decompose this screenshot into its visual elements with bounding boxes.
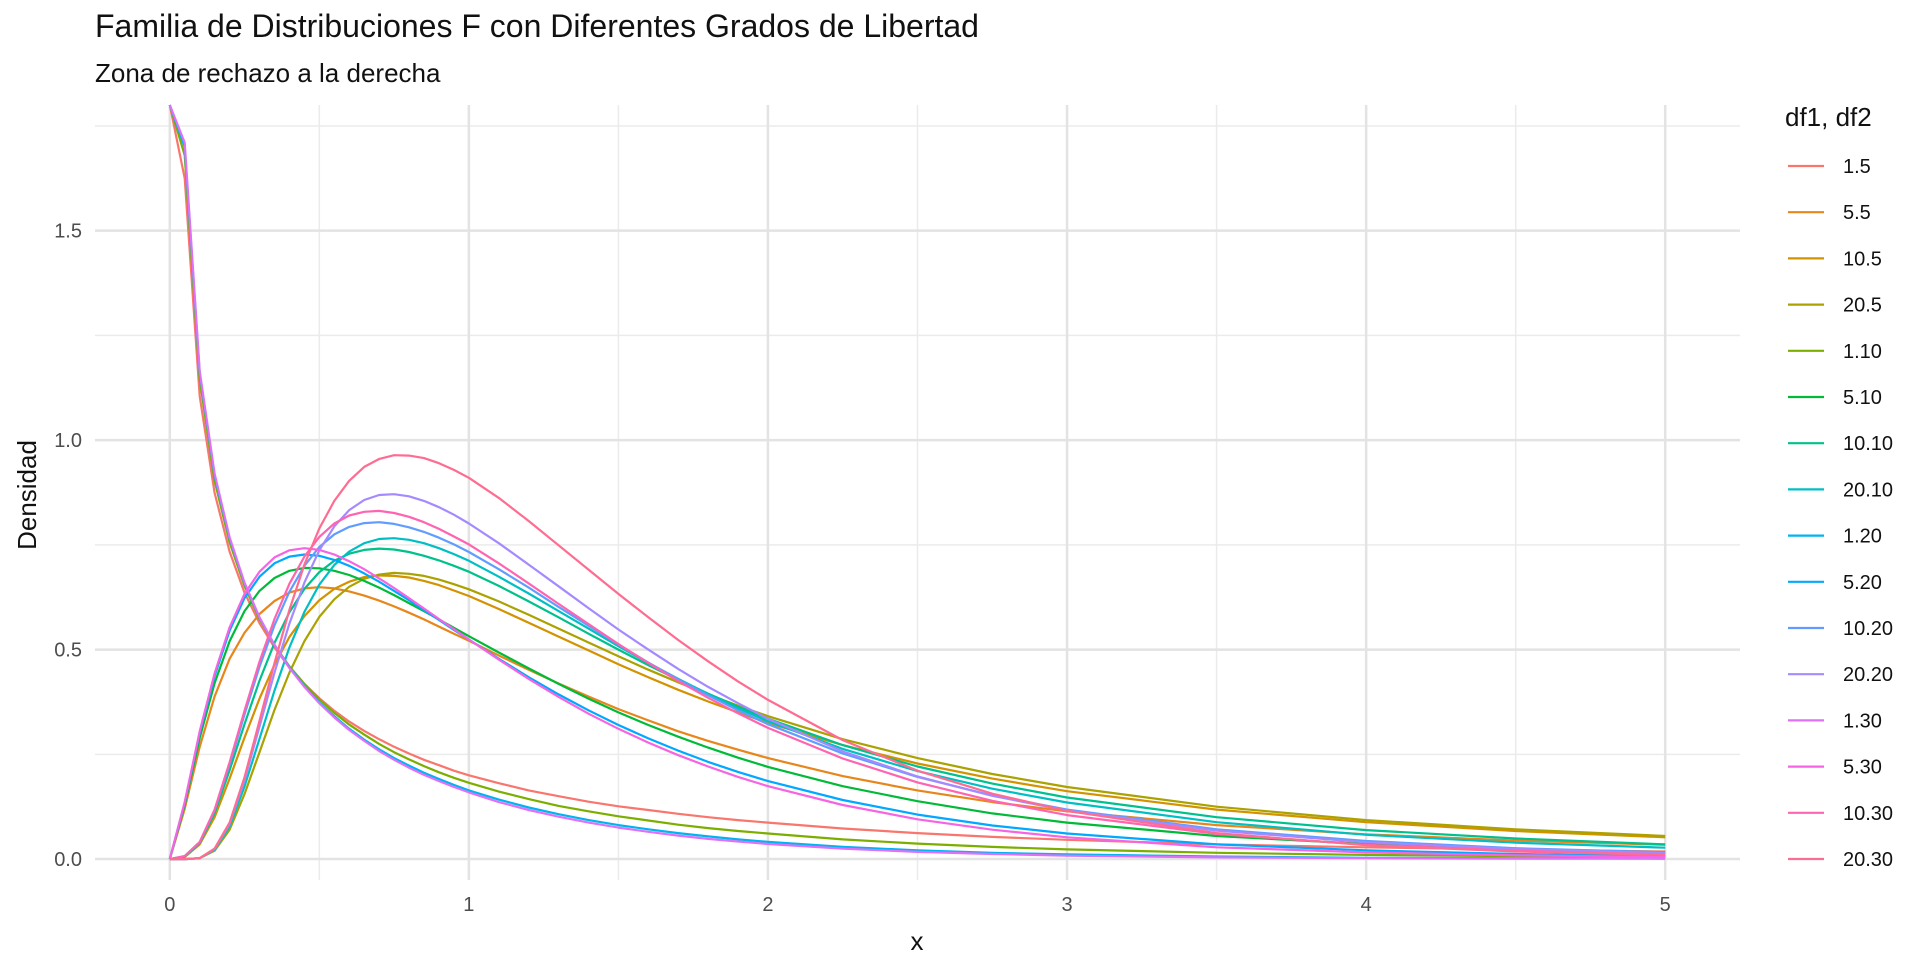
legend-label: 20.5 bbox=[1843, 295, 1882, 317]
legend-label: 10.30 bbox=[1843, 803, 1893, 825]
y-axis-ticks: 0.0 0.5 1.0 1.5 bbox=[54, 221, 82, 871]
legend-label: 20.30 bbox=[1843, 849, 1893, 871]
y-tick-label: 1.0 bbox=[54, 430, 82, 452]
x-tick-label: 0 bbox=[164, 894, 175, 916]
series-line-1-30 bbox=[168, 104, 1666, 860]
series-line-1-5 bbox=[168, 104, 1666, 853]
legend-label: 1.20 bbox=[1843, 526, 1882, 548]
legend-label: 5.20 bbox=[1843, 572, 1882, 594]
series-line-5-30 bbox=[168, 547, 1666, 860]
legend-label: 5.30 bbox=[1843, 757, 1882, 779]
legend-label: 1.5 bbox=[1843, 156, 1871, 178]
x-tick-label: 1 bbox=[463, 894, 474, 916]
series-line-20-5 bbox=[169, 571, 1666, 861]
x-axis-ticks: 0 1 2 3 4 5 bbox=[164, 894, 1671, 916]
series-line-5-5 bbox=[168, 586, 1666, 860]
series-line-20-20 bbox=[169, 493, 1666, 861]
x-tick-label: 5 bbox=[1660, 894, 1671, 916]
x-tick-label: 3 bbox=[1061, 894, 1072, 916]
legend-label: 5.5 bbox=[1843, 202, 1871, 224]
legend-label: 1.10 bbox=[1843, 341, 1882, 363]
y-tick-label: 0.0 bbox=[54, 849, 82, 871]
series-line-10-30 bbox=[169, 509, 1666, 861]
legend-label: 10.10 bbox=[1843, 433, 1893, 455]
legend-items: 1.5 5.5 10.5 20.5 1.10 5.10 10.10 20.10 1.20 5.20… bbox=[1788, 156, 1893, 871]
x-tick-label: 4 bbox=[1361, 894, 1372, 916]
legend-label: 20.10 bbox=[1843, 479, 1893, 501]
legend-label: 10.5 bbox=[1843, 248, 1882, 270]
series-lines bbox=[168, 104, 1666, 861]
y-tick-label: 1.5 bbox=[54, 221, 82, 243]
y-axis-title: Densidad bbox=[12, 440, 42, 550]
series-line-20-10 bbox=[169, 537, 1666, 861]
legend-label: 20.20 bbox=[1843, 664, 1893, 686]
series-line-20-30 bbox=[169, 454, 1666, 861]
legend-label: 1.30 bbox=[1843, 710, 1882, 732]
legend-label: 10.20 bbox=[1843, 618, 1893, 640]
legend: df1, df2 1.5 5.5 10.5 20.5 1.10 5.10 10.10 20.1… bbox=[1785, 102, 1893, 871]
legend-label: 5.10 bbox=[1843, 387, 1882, 409]
legend-title: df1, df2 bbox=[1785, 102, 1872, 132]
chart-subtitle: Zona de rechazo a la derecha bbox=[95, 58, 441, 88]
chart-title: Familia de Distribuciones F con Diferent… bbox=[95, 8, 979, 44]
y-tick-label: 0.5 bbox=[54, 640, 82, 662]
x-tick-label: 2 bbox=[762, 894, 773, 916]
series-line-10-5 bbox=[169, 574, 1666, 861]
x-axis-title: x bbox=[911, 926, 924, 956]
